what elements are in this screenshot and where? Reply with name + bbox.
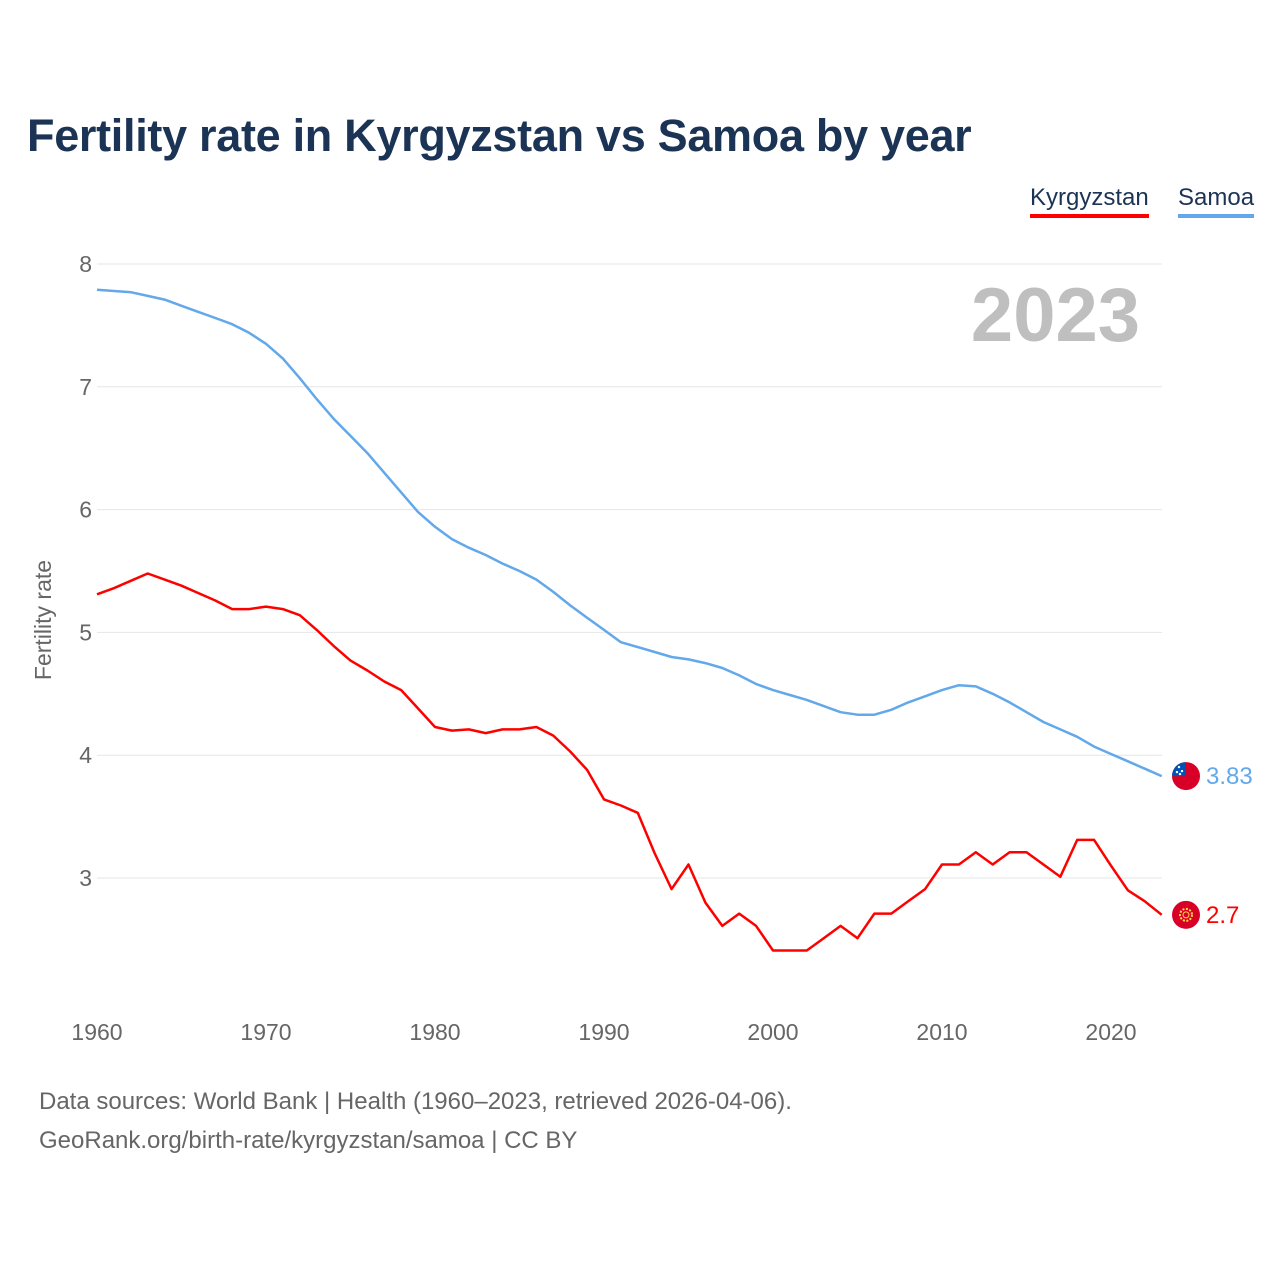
y-tick-label: 3 (79, 865, 92, 891)
flag-star (1175, 770, 1179, 774)
y-tick-label: 6 (79, 497, 92, 523)
x-tick-label: 2000 (747, 1019, 798, 1045)
end-value-label: 3.83 (1206, 763, 1253, 790)
samoa-flag-icon (1172, 762, 1200, 791)
footer-url: GeoRank.org/birth-rate/kyrgyzstan/samoa … (39, 1127, 578, 1154)
flag-star (1180, 769, 1184, 773)
y-tick-label: 4 (79, 742, 92, 768)
flag-star (1177, 765, 1181, 769)
end-value-label: 2.7 (1206, 902, 1239, 929)
x-tick-label: 1990 (578, 1019, 629, 1045)
y-tick-label: 8 (79, 251, 92, 277)
y-axis-label: Fertility rate (30, 560, 56, 680)
x-tick-label: 1970 (240, 1019, 291, 1045)
legend-item-samoa[interactable]: Samoa (1178, 184, 1255, 218)
chart-title: Fertility rate in Kyrgyzstan vs Samoa by… (27, 110, 972, 161)
footer-sources: Data sources: World Bank | Health (1960–… (39, 1088, 792, 1115)
y-tick-label: 7 (79, 374, 92, 400)
x-tick-label: 2020 (1085, 1019, 1136, 1045)
x-tick-label: 2010 (916, 1019, 967, 1045)
legend-item-kyrgyzstan[interactable]: Kyrgyzstan (1030, 184, 1149, 218)
flag-background (1172, 900, 1200, 929)
flag-canton (1172, 762, 1186, 777)
flag-tunduk (1182, 911, 1190, 919)
current-year-label: 2023 (971, 273, 1140, 358)
kyrgyzstan-flag-icon (1172, 900, 1200, 929)
x-tick-label: 1980 (409, 1019, 460, 1045)
y-tick-label: 5 (79, 619, 92, 645)
x-tick-label: 1960 (71, 1019, 122, 1045)
flag-sun (1179, 907, 1193, 922)
series-line-kyrgyzstan (96, 572, 1163, 952)
series-line-samoa (96, 288, 1163, 778)
flag-star (1178, 772, 1182, 776)
